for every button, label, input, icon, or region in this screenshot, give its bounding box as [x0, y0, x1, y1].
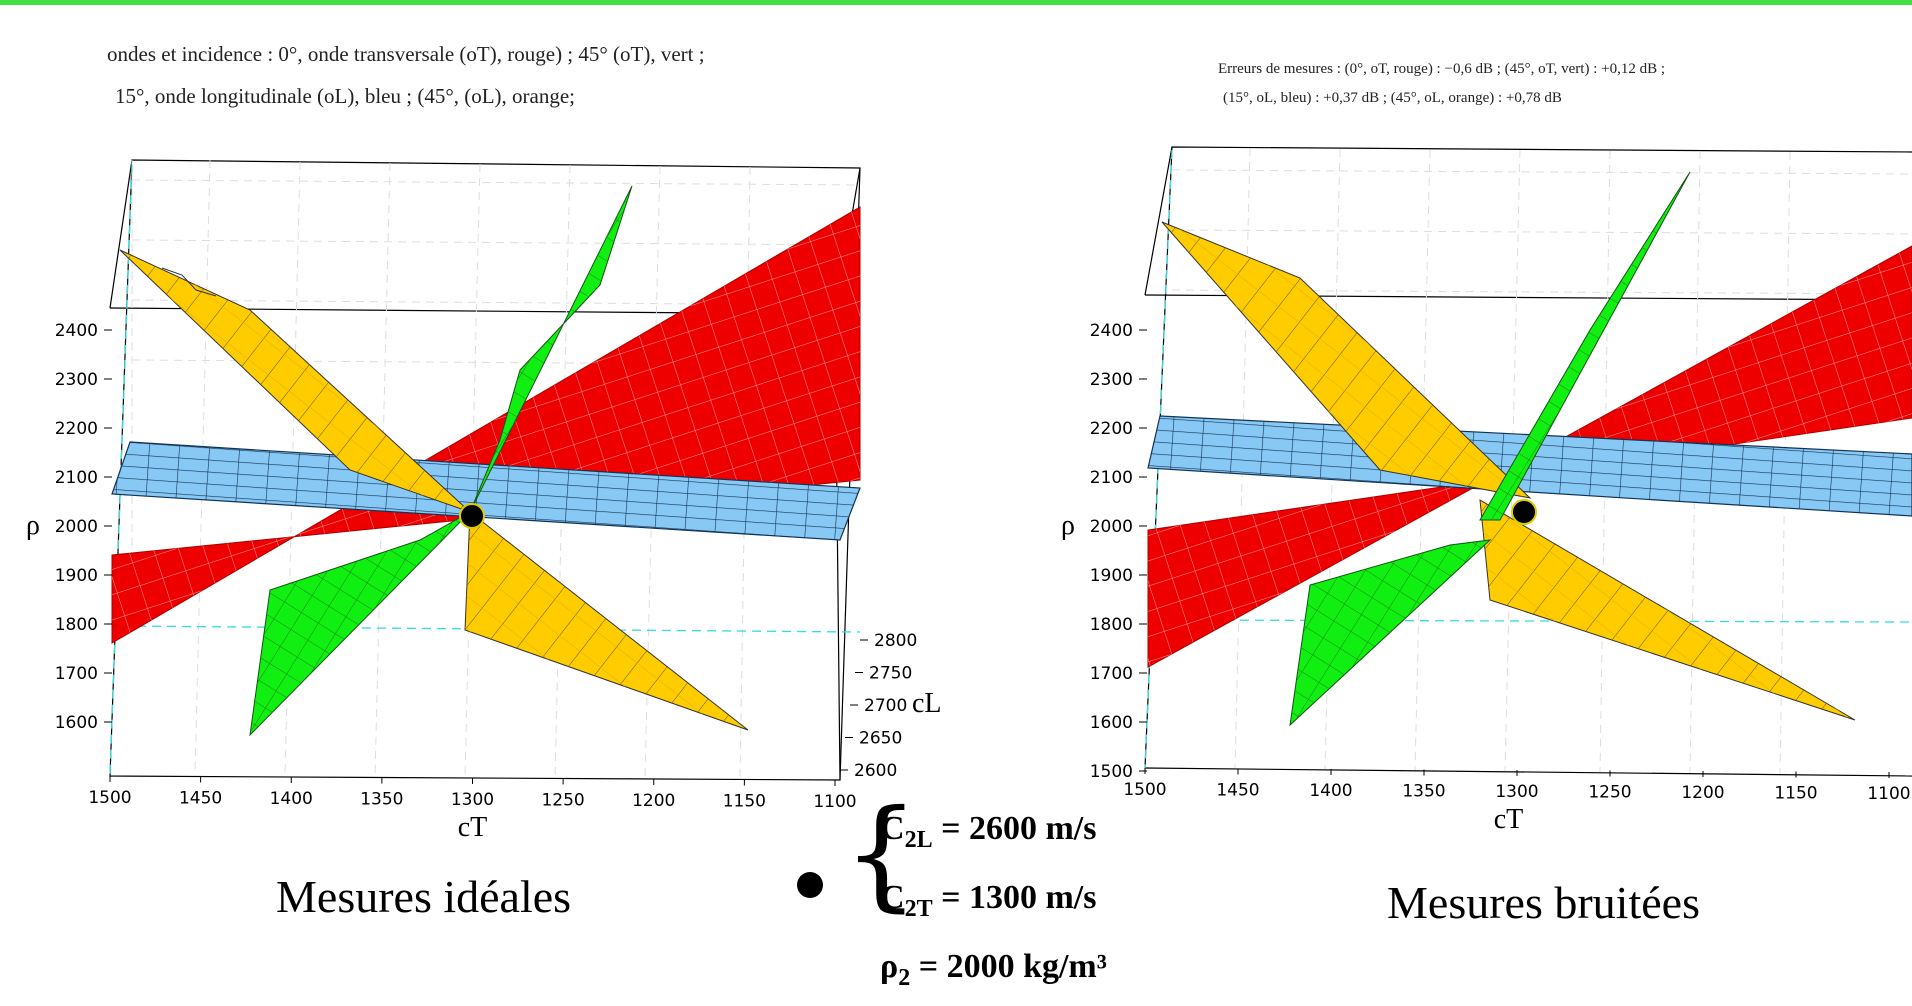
- y-tick-label: 1800: [55, 615, 98, 635]
- error-note-line-1: Erreurs de mesures : (0°, oT, rouge) : −…: [1218, 61, 1666, 77]
- x-tick-label: 1100: [813, 792, 856, 812]
- solution-marker: [797, 872, 823, 898]
- orange-surface-left: [119, 249, 749, 731]
- solution-brace: {: [843, 785, 920, 924]
- x-tick-label: 1200: [1681, 783, 1724, 803]
- x-tick-label: 1500: [88, 788, 131, 808]
- x-tick-label: 1450: [179, 789, 222, 809]
- y-tick-label: 2000: [1090, 517, 1133, 537]
- title-bar: [0, 0, 1912, 5]
- plots-canvas: 1500 1450 1400 1350 1300 1250 1200 1150 1100 cT 24…: [26, 146, 1912, 843]
- x-tick-label: 1300: [1495, 782, 1538, 802]
- y-tick-label: 1800: [1090, 615, 1133, 635]
- caption-ideal: Mesures idéales: [276, 871, 572, 922]
- blue-surface-left: [111, 441, 861, 541]
- y-tick-label: 1600: [1090, 713, 1133, 733]
- green-surface-left: [249, 185, 633, 737]
- x-tick-label: 1400: [1309, 781, 1352, 801]
- green-surface-right: [1289, 171, 1691, 727]
- y-tick-label: 2200: [1090, 419, 1133, 439]
- orange-surface-right: [1161, 221, 1856, 721]
- left-plot: [109, 159, 861, 781]
- y-axis-label: ρ: [26, 510, 40, 541]
- error-note-line-2: (15°, oL, bleu) : +0,37 dB ; (45°, oL, o…: [1223, 90, 1562, 106]
- y-tick-label: 1900: [55, 566, 98, 586]
- z-tick-label: 2750: [869, 664, 912, 684]
- intersection-point-right: [1511, 499, 1537, 525]
- legend-note-line-1: ondes et incidence : 0°, onde transversa…: [107, 42, 705, 66]
- y-tick-label: 2200: [55, 419, 98, 439]
- x-tick-label: 1400: [270, 789, 313, 809]
- z-tick-label: 2600: [854, 761, 897, 781]
- x-tick-label: 1150: [723, 792, 766, 812]
- y-tick-label: 1500: [1090, 762, 1133, 782]
- x-tick-label: 1200: [632, 791, 675, 811]
- z-tick-label: 2700: [864, 696, 907, 716]
- x-tick-label: 1250: [541, 791, 584, 811]
- solution-c2l: C2L = 2600 m/s: [880, 810, 1097, 853]
- y-tick-label: 1600: [55, 713, 98, 733]
- z-tick-label: 2650: [859, 729, 902, 749]
- y-tick-label: 2300: [1090, 370, 1133, 390]
- axis-ticks-layer: 1500 1450 1400 1350 1300 1250 1200 1150 1100 cT 24…: [26, 321, 1911, 843]
- z-axis-label: cL: [912, 688, 942, 719]
- y-tick-label: 1900: [1090, 566, 1133, 586]
- x-tick-label: 1250: [1588, 783, 1631, 803]
- intersection-point-left: [459, 503, 485, 529]
- red-surface-left: [111, 206, 861, 644]
- y-tick-label: 2300: [55, 370, 98, 390]
- x-axis-label: cT: [458, 812, 488, 843]
- solution-c2t: C2T = 1300 m/s: [880, 878, 1097, 922]
- x-tick-label: 1100: [1867, 784, 1910, 804]
- y-axis-label: ρ: [1061, 510, 1075, 541]
- x-tick-label: 1150: [1774, 784, 1817, 804]
- y-tick-label: 1700: [1090, 664, 1133, 684]
- x-tick-label: 1350: [1402, 782, 1445, 802]
- x-axis-label: cT: [1494, 804, 1524, 835]
- solution-rho: ρ2 = 2000 kg/m³: [880, 947, 1107, 991]
- right-plot: [1144, 146, 1912, 777]
- y-tick-label: 2400: [1090, 321, 1133, 341]
- y-tick-label: 2100: [55, 468, 98, 488]
- legend-note-line-2: 15°, onde longitudinale (oL), bleu ; (45…: [115, 84, 576, 108]
- solution-values: C2L = 2600 m/s C2T = 1300 m/s ρ2 = 2000 …: [880, 800, 1107, 1006]
- y-tick-label: 2000: [55, 517, 98, 537]
- caption-noisy: Mesures bruitées: [1387, 877, 1700, 928]
- y-tick-label: 2100: [1090, 468, 1133, 488]
- x-tick-label: 1300: [451, 790, 494, 810]
- x-tick-label: 1500: [1123, 780, 1166, 800]
- z-tick-label: 2800: [874, 631, 917, 651]
- x-tick-label: 1450: [1216, 781, 1259, 801]
- y-tick-label: 1700: [55, 664, 98, 684]
- y-tick-label: 2400: [55, 321, 98, 341]
- x-tick-label: 1350: [360, 790, 403, 810]
